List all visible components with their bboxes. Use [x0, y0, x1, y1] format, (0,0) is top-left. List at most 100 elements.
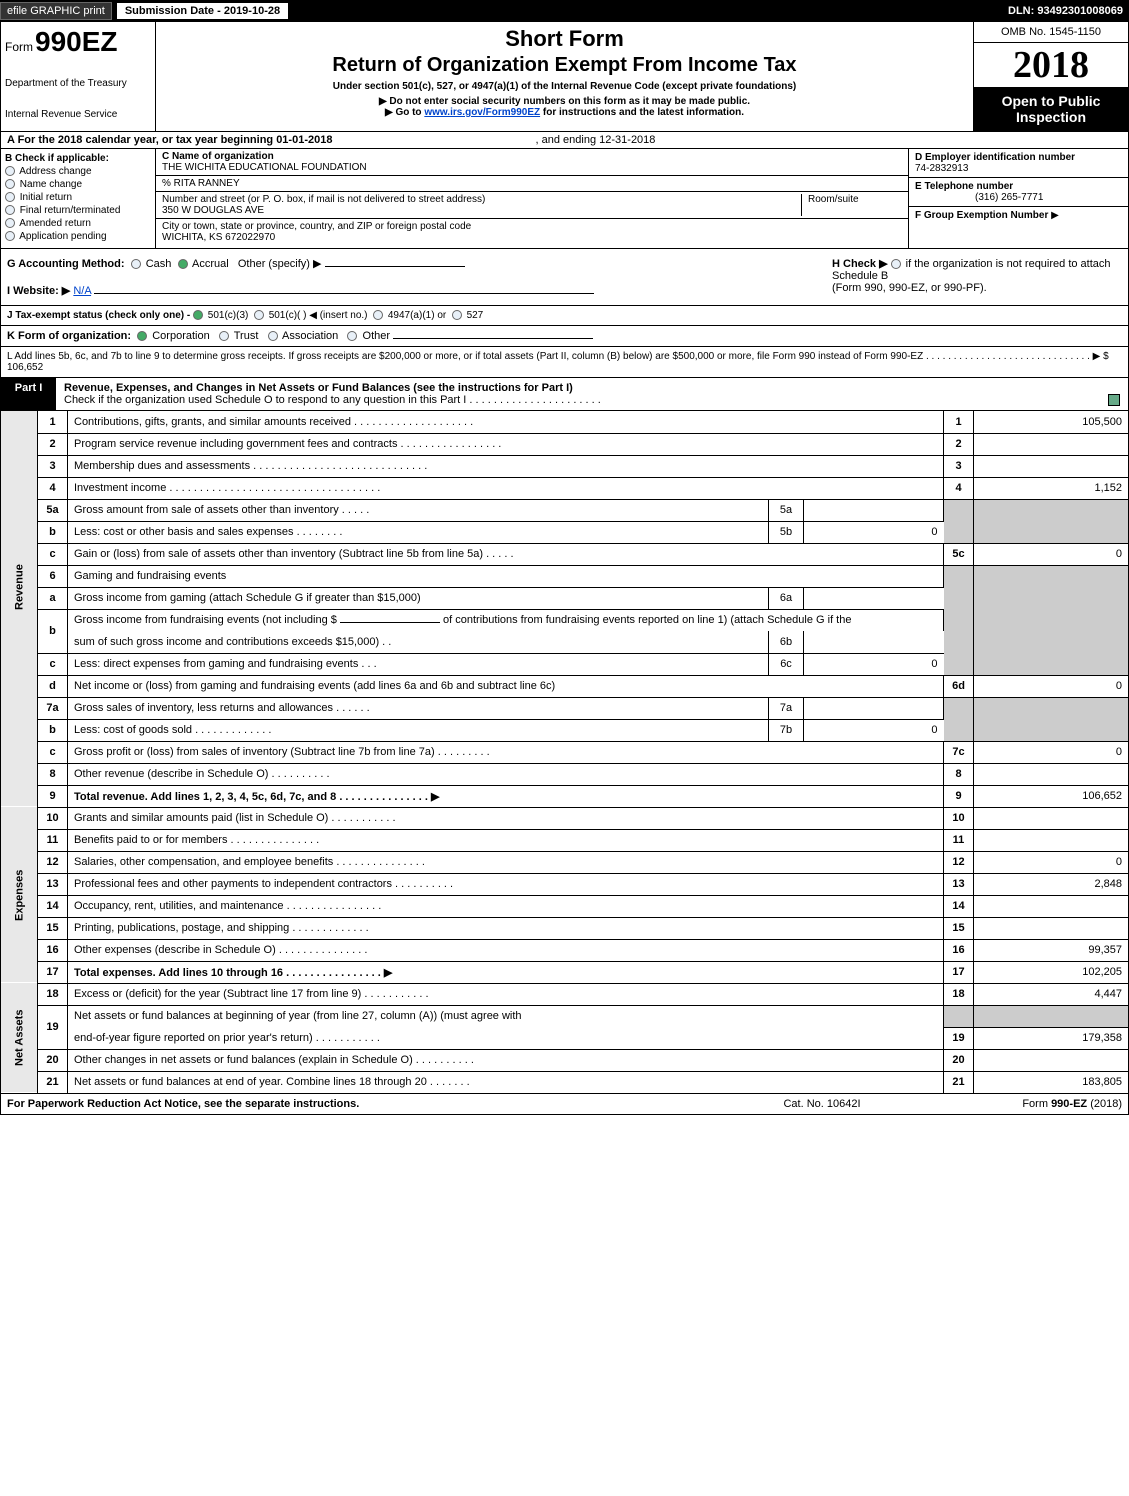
sub-num: 6b: [769, 631, 804, 653]
submission-date-button[interactable]: Submission Date - 2019-10-28: [116, 2, 289, 20]
form-header: Form 990EZ Department of the Treasury In…: [0, 22, 1129, 132]
line-num: 3: [38, 455, 68, 477]
line-desc: sum of such gross income and contributio…: [68, 631, 769, 653]
footer-left: For Paperwork Reduction Act Notice, see …: [7, 1098, 722, 1110]
shaded-cell: [944, 565, 974, 675]
line-num: 5a: [38, 499, 68, 521]
k-corp: Corporation: [152, 330, 209, 342]
radio-icon[interactable]: [219, 331, 229, 341]
check-final-return[interactable]: Final return/terminated: [5, 205, 151, 216]
efile-print-button[interactable]: efile GRAPHIC print: [0, 2, 112, 20]
c-name-row: C Name of organization THE WICHITA EDUCA…: [156, 149, 908, 176]
line-num: d: [38, 675, 68, 697]
line-num: 2: [38, 433, 68, 455]
line-desc: Program service revenue including govern…: [68, 433, 944, 455]
website-link[interactable]: N/A: [73, 285, 91, 297]
line-desc-6b: Gross income from fundraising events (no…: [68, 609, 944, 631]
amt-val: 4,447: [974, 983, 1129, 1005]
table-row: end-of-year figure reported on prior yea…: [1, 1027, 1129, 1049]
col-c: C Name of organization THE WICHITA EDUCA…: [156, 149, 908, 248]
line-desc: Net assets or fund balances at end of ye…: [68, 1071, 944, 1093]
k-trust: Trust: [234, 330, 259, 342]
g-other: Other (specify) ▶: [238, 258, 322, 270]
check-initial-return[interactable]: Initial return: [5, 192, 151, 203]
radio-filled-icon[interactable]: [137, 331, 147, 341]
line2-post: for instructions and the latest informat…: [540, 107, 744, 118]
h-pre: H Check ▶: [832, 258, 888, 270]
g-accrual: Accrual: [192, 258, 229, 270]
part1-label: Part I: [1, 378, 56, 410]
d-label: D Employer identification number: [915, 152, 1075, 163]
line-num: 11: [38, 829, 68, 851]
j-pre: J Tax-exempt status (check only one) -: [7, 310, 193, 321]
radio-icon[interactable]: [373, 310, 383, 320]
section-b: B Check if applicable: Address change Na…: [0, 149, 1129, 249]
c-name-label: C Name of organization: [162, 151, 274, 162]
radio-icon[interactable]: [131, 259, 141, 269]
radio-icon[interactable]: [268, 331, 278, 341]
sub-num: 6c: [769, 653, 804, 675]
k-other: Other: [363, 330, 391, 342]
line-desc: Total revenue. Add lines 1, 2, 3, 4, 5c,…: [68, 785, 944, 807]
check-address-change[interactable]: Address change: [5, 166, 151, 177]
line-num: 4: [38, 477, 68, 499]
table-row: 13 Professional fees and other payments …: [1, 873, 1129, 895]
tax-year: 2018: [974, 43, 1128, 87]
line-desc: Net assets or fund balances at beginning…: [68, 1005, 944, 1027]
f-label: F Group Exemption Number: [915, 210, 1048, 221]
k-assoc: Association: [282, 330, 338, 342]
table-row: 6 Gaming and fundraising events: [1, 565, 1129, 587]
radio-filled-icon[interactable]: [193, 310, 203, 320]
checkbox-checked-icon[interactable]: [1108, 394, 1120, 406]
radio-icon[interactable]: [254, 310, 264, 320]
table-row: 8 Other revenue (describe in Schedule O)…: [1, 763, 1129, 785]
c-care-row: % RITA RANNEY: [156, 176, 908, 192]
opt-name: Name change: [20, 179, 82, 190]
shaded-cell: [944, 499, 974, 543]
line-num: 15: [38, 917, 68, 939]
radio-icon[interactable]: [347, 331, 357, 341]
radio-filled-icon[interactable]: [178, 259, 188, 269]
dept-irs: Internal Revenue Service: [5, 109, 151, 120]
amt-val: [974, 763, 1129, 785]
amt-val: 106,652: [974, 785, 1129, 807]
line-desc: end-of-year figure reported on prior yea…: [68, 1027, 944, 1049]
amt-val: [974, 433, 1129, 455]
header-left: Form 990EZ Department of the Treasury In…: [1, 22, 156, 131]
top-bar: efile GRAPHIC print Submission Date - 20…: [0, 0, 1129, 22]
line-desc: Membership dues and assessments . . . . …: [68, 455, 944, 477]
shaded-cell: [974, 565, 1129, 675]
radio-icon[interactable]: [452, 310, 462, 320]
radio-icon: [5, 179, 15, 189]
check-application-pending[interactable]: Application pending: [5, 231, 151, 242]
f-arrow: ▶: [1051, 210, 1059, 221]
radio-icon[interactable]: [891, 259, 901, 269]
f-group-row: F Group Exemption Number ▶: [909, 207, 1128, 248]
l6b-post: of contributions from fundraising events…: [440, 614, 852, 626]
table-row: 2 Program service revenue including gove…: [1, 433, 1129, 455]
open-to-public: Open to Public Inspection: [974, 87, 1128, 131]
line-desc: Grants and similar amounts paid (list in…: [68, 807, 944, 829]
instructions-line1: ▶ Do not enter social security numbers o…: [160, 96, 969, 107]
table-row: 12 Salaries, other compensation, and emp…: [1, 851, 1129, 873]
line-desc: Contributions, gifts, grants, and simila…: [68, 411, 944, 433]
check-amended-return[interactable]: Amended return: [5, 218, 151, 229]
footer: For Paperwork Reduction Act Notice, see …: [0, 1094, 1129, 1115]
amt-val: [974, 1049, 1129, 1071]
amt-num: 18: [944, 983, 974, 1005]
street-address: 350 W DOUGLAS AVE: [162, 205, 264, 216]
footer-mid: Cat. No. 10642I: [722, 1098, 922, 1110]
line-num: 9: [38, 785, 68, 807]
sub-num: 6a: [769, 587, 804, 609]
line-num: 14: [38, 895, 68, 917]
line-num: c: [38, 543, 68, 565]
check-name-change[interactable]: Name change: [5, 179, 151, 190]
shaded-cell: [944, 1005, 974, 1027]
line-num: 21: [38, 1071, 68, 1093]
amt-num: 20: [944, 1049, 974, 1071]
amt-num: 10: [944, 807, 974, 829]
line2-pre: ▶ Go to: [385, 107, 424, 118]
side-label-revenue: Revenue: [1, 411, 38, 763]
irs-link[interactable]: www.irs.gov/Form990EZ: [424, 107, 540, 118]
amt-val: 179,358: [974, 1027, 1129, 1049]
